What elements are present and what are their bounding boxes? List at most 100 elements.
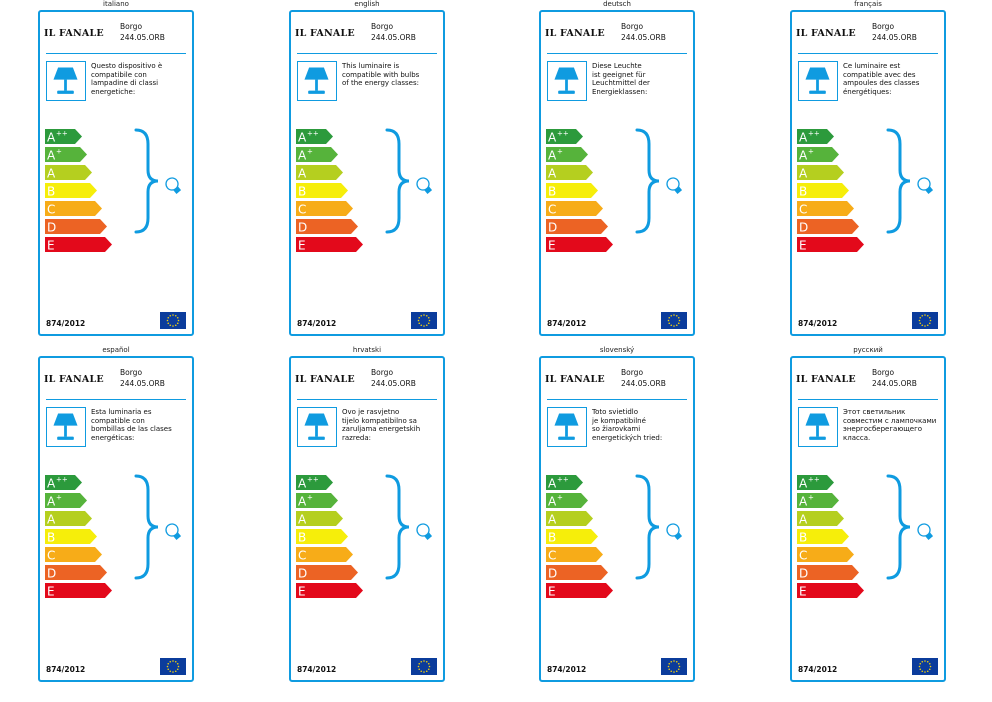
eu-flag-icon — [912, 312, 938, 329]
product-code: 244.05.ORB — [371, 33, 416, 42]
energy-class-arrow: B — [45, 183, 97, 199]
brand-logo: IL FANALE — [796, 28, 856, 39]
product-code: 244.05.ORB — [872, 33, 917, 42]
language-heading: русский — [853, 346, 883, 354]
header-divider — [46, 399, 186, 400]
energy-class-letter: B — [799, 185, 807, 199]
lamp-icon-box — [297, 61, 337, 101]
energy-class-arrow: C — [296, 547, 353, 563]
light-bulb-icon — [416, 523, 433, 540]
header-divider — [297, 399, 437, 400]
table-lamp-icon — [304, 67, 329, 94]
table-lamp-icon — [53, 67, 78, 94]
regulation-number: 874/2012 — [798, 319, 838, 328]
language-heading: slovenský — [599, 346, 635, 354]
compatibility-line: Questo dispositivo è — [91, 62, 163, 70]
energy-class-arrow: A + — [296, 493, 338, 509]
class-range-brace — [385, 128, 433, 234]
energy-class-letter: A — [548, 513, 557, 527]
energy-class-superscript: ++ — [808, 476, 820, 484]
table-lamp-icon — [554, 67, 579, 94]
header-divider — [46, 53, 186, 54]
compatibility-line: ist geeignet für — [592, 70, 646, 79]
energy-class-arrow: A ++ — [546, 475, 583, 491]
energy-class-arrow: B — [296, 529, 348, 545]
product-info: Borgo 244.05.ORB — [120, 367, 165, 389]
compatibility-line: Esta luminaria es — [91, 408, 152, 416]
energy-class-letter: C — [799, 549, 807, 563]
energy-class-arrow: E — [546, 583, 613, 599]
compatibility-text: This luminaire is compatible with bulbs of… — [342, 62, 438, 88]
product-info: Borgo 244.05.ORB — [621, 367, 666, 389]
eu-flag-icon — [411, 658, 437, 675]
energy-class-letter: B — [799, 531, 807, 545]
table-lamp-icon — [304, 413, 329, 440]
energy-class-letter: A — [799, 131, 808, 145]
energy-class-letter: E — [298, 585, 306, 599]
compatibility-text: Questo dispositivo è compatibile con lampa… — [91, 62, 187, 96]
table-lamp-icon — [805, 413, 830, 440]
energy-class-letter: A — [47, 477, 56, 491]
compatibility-line: of the energy classes: — [342, 79, 419, 88]
energy-class-arrow: A + — [296, 147, 338, 163]
energy-class-letter: A — [548, 131, 557, 145]
product-name: Borgo — [621, 368, 644, 377]
energy-class-letter: D — [298, 221, 307, 235]
energy-class-letter: D — [47, 567, 56, 581]
energy-class-letter: A — [298, 131, 307, 145]
energy-class-arrow: D — [797, 565, 859, 581]
energy-class-arrow: A — [45, 511, 92, 527]
regulation-number: 874/2012 — [798, 665, 838, 674]
energy-class-letter: E — [47, 239, 55, 253]
product-name: Borgo — [872, 22, 895, 31]
energy-class-letter: D — [548, 221, 557, 235]
energy-class-arrow: B — [546, 529, 598, 545]
energy-class-arrow: D — [45, 219, 107, 235]
energy-class-superscript: ++ — [307, 476, 319, 484]
energy-label-card: IL FANALE Borgo 244.05.ORB Esta luminaria e… — [38, 356, 194, 682]
energy-class-arrow: A + — [546, 147, 588, 163]
header-divider — [547, 399, 687, 400]
energy-class-letter: A — [47, 495, 56, 509]
energy-class-arrow: A — [797, 511, 844, 527]
compatibility-text: Ce luminaire est compatible avec des ampou… — [843, 62, 939, 96]
eu-flag-icon — [160, 658, 186, 675]
energy-class-superscript: + — [56, 494, 62, 502]
energy-class-superscript: + — [808, 494, 814, 502]
compatibility-line: razreda: — [342, 433, 371, 442]
energy-class-arrow: A ++ — [546, 129, 583, 145]
energy-class-letter: C — [799, 203, 807, 217]
product-code: 244.05.ORB — [120, 379, 165, 388]
eu-flag-icon — [411, 312, 437, 329]
energy-class-arrow: C — [546, 547, 603, 563]
energy-label-card: IL FANALE Borgo 244.05.ORB Этот светильник с… — [790, 356, 946, 682]
energy-class-arrow: E — [546, 237, 613, 253]
compatibility-line: Leuchtmittel der — [592, 79, 650, 88]
energy-class-letter: C — [548, 549, 556, 563]
product-name: Borgo — [621, 22, 644, 31]
product-name: Borgo — [120, 368, 143, 377]
product-info: Borgo 244.05.ORB — [371, 21, 416, 43]
energy-class-letter: E — [548, 239, 556, 253]
energy-class-letter: C — [298, 203, 306, 217]
compatibility-line: énergétiques: — [843, 87, 892, 96]
energy-class-arrow: B — [546, 183, 598, 199]
header-divider — [798, 53, 938, 54]
brand-logo: IL FANALE — [796, 374, 856, 385]
energy-class-arrow: C — [797, 201, 854, 217]
energy-class-letter: E — [47, 585, 55, 599]
energy-class-letter: A — [548, 495, 557, 509]
energy-class-letter: A — [548, 477, 557, 491]
energy-class-arrow: C — [45, 547, 102, 563]
energy-class-arrow: A + — [797, 493, 839, 509]
energy-class-arrow: A ++ — [296, 129, 333, 145]
light-bulb-icon — [666, 523, 683, 540]
energy-label-card: IL FANALE Borgo 244.05.ORB This luminaire i… — [289, 10, 445, 336]
table-lamp-icon — [53, 413, 78, 440]
energy-class-superscript: ++ — [557, 476, 569, 484]
energy-class-superscript: + — [557, 148, 563, 156]
